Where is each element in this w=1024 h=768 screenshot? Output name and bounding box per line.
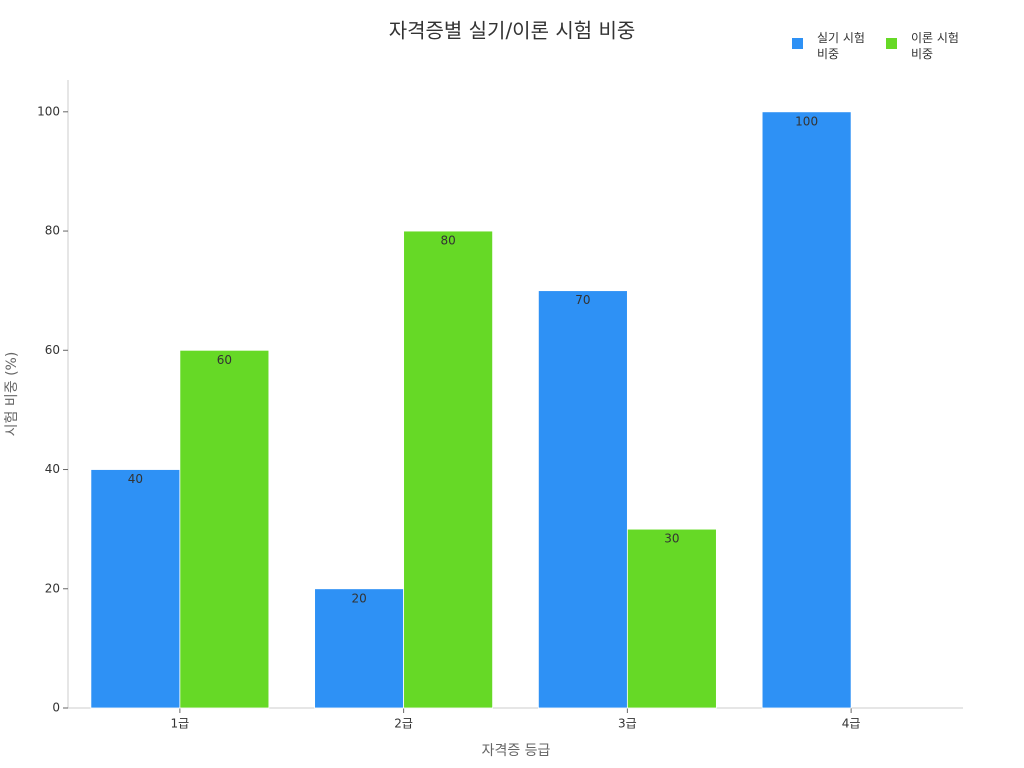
x-axis-title: 자격증 등급 (482, 743, 551, 759)
legend-swatch (886, 38, 897, 49)
bar (403, 230, 494, 709)
bar-value-label: 60 (217, 353, 232, 367)
bar-value-label: 30 (664, 532, 679, 546)
bar (626, 528, 717, 709)
legend-item: 이론 시험 비중 (886, 30, 967, 62)
bar-value-label: 100 (795, 114, 818, 128)
x-tick-label: 1급 (171, 717, 190, 731)
x-tick-label: 3급 (618, 717, 637, 731)
bar (761, 111, 852, 709)
y-axis-title: 시험 비중 (%) (4, 352, 20, 437)
bar (90, 469, 181, 709)
bar (314, 588, 405, 709)
y-tick-label: 40 (45, 462, 60, 476)
y-tick-label: 0 (52, 701, 60, 715)
x-tick-label: 4급 (842, 717, 861, 731)
legend-label: 이론 시험 비중 (911, 31, 959, 61)
bar-value-label: 70 (575, 293, 590, 307)
legend-label: 실기 시험 비중 (817, 31, 865, 61)
chart-title: 자격증별 실기/이론 시험 비중 (389, 19, 636, 43)
y-tick-label: 80 (45, 224, 60, 238)
legend-item: 실기 시험 비중 (792, 30, 873, 62)
bar-value-label: 20 (351, 591, 366, 605)
y-tick-label: 100 (37, 104, 60, 118)
bar-value-label: 80 (440, 234, 455, 248)
y-tick-label: 20 (45, 581, 60, 595)
bar (537, 290, 628, 709)
y-tick-label: 60 (45, 343, 60, 357)
legend-swatch (792, 38, 803, 49)
bar (179, 349, 270, 709)
x-tick-label: 2급 (394, 717, 413, 731)
bar-value-label: 40 (128, 472, 143, 486)
